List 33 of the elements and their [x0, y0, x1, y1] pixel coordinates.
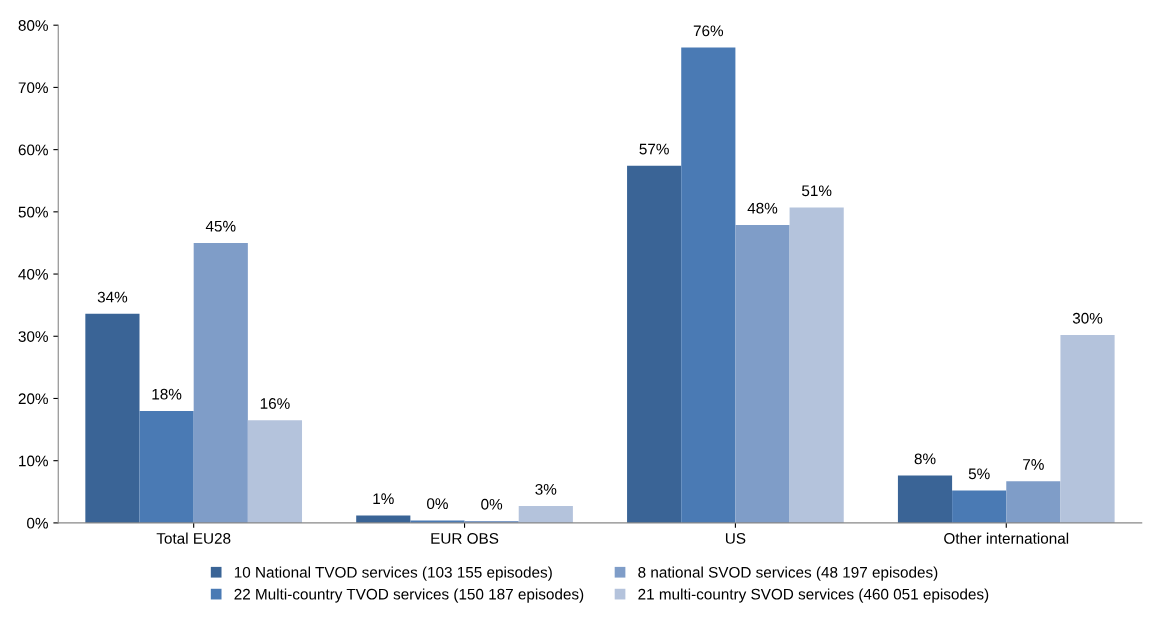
legend-label: 22 Multi-country TVOD services (150 187 episodes)	[234, 588, 584, 603]
data-label: 57%	[639, 143, 669, 155]
y-tick-label: 70%	[18, 82, 48, 94]
data-label: 45%	[205, 220, 236, 232]
x-tick-label: Other international	[944, 532, 1069, 544]
data-label: 30%	[1072, 312, 1103, 324]
legend-label: 21 multi-country SVOD services (460 051 episodes)	[638, 588, 989, 603]
y-tick-label: 30%	[18, 331, 48, 342]
data-label: 3%	[535, 483, 557, 495]
y-tick-label: 20%	[18, 393, 48, 405]
y-tick-label: 10%	[19, 455, 48, 467]
y-tick-label: 0%	[27, 517, 48, 529]
data-label: 18%	[152, 388, 182, 400]
y-tick-label: 40%	[18, 268, 48, 280]
data-label: 7%	[1023, 459, 1044, 470]
data-label: 8%	[914, 453, 936, 465]
data-label: 34%	[97, 291, 128, 303]
data-label: 5%	[968, 468, 990, 480]
y-tick-label: 60%	[18, 144, 48, 156]
data-label: 76%	[693, 25, 724, 37]
data-label: 51%	[801, 185, 832, 197]
data-label: 1%	[373, 493, 394, 505]
data-label: 16%	[260, 398, 290, 409]
legend-label: 10 National TVOD services (103 155 episodes)	[234, 566, 552, 581]
data-label: 48%	[747, 202, 778, 214]
data-label: 0%	[427, 498, 448, 510]
y-tick-label: 80%	[18, 20, 48, 31]
y-tick-label: 50%	[18, 206, 48, 218]
x-tick-label: Total EU28	[156, 532, 231, 544]
x-tick-label: EUR OBS	[431, 533, 499, 544]
x-tick-label: US	[725, 533, 746, 544]
legend-label: 8 national SVOD services (48 197 episodes)	[638, 566, 938, 581]
data-label: 0%	[481, 498, 503, 510]
